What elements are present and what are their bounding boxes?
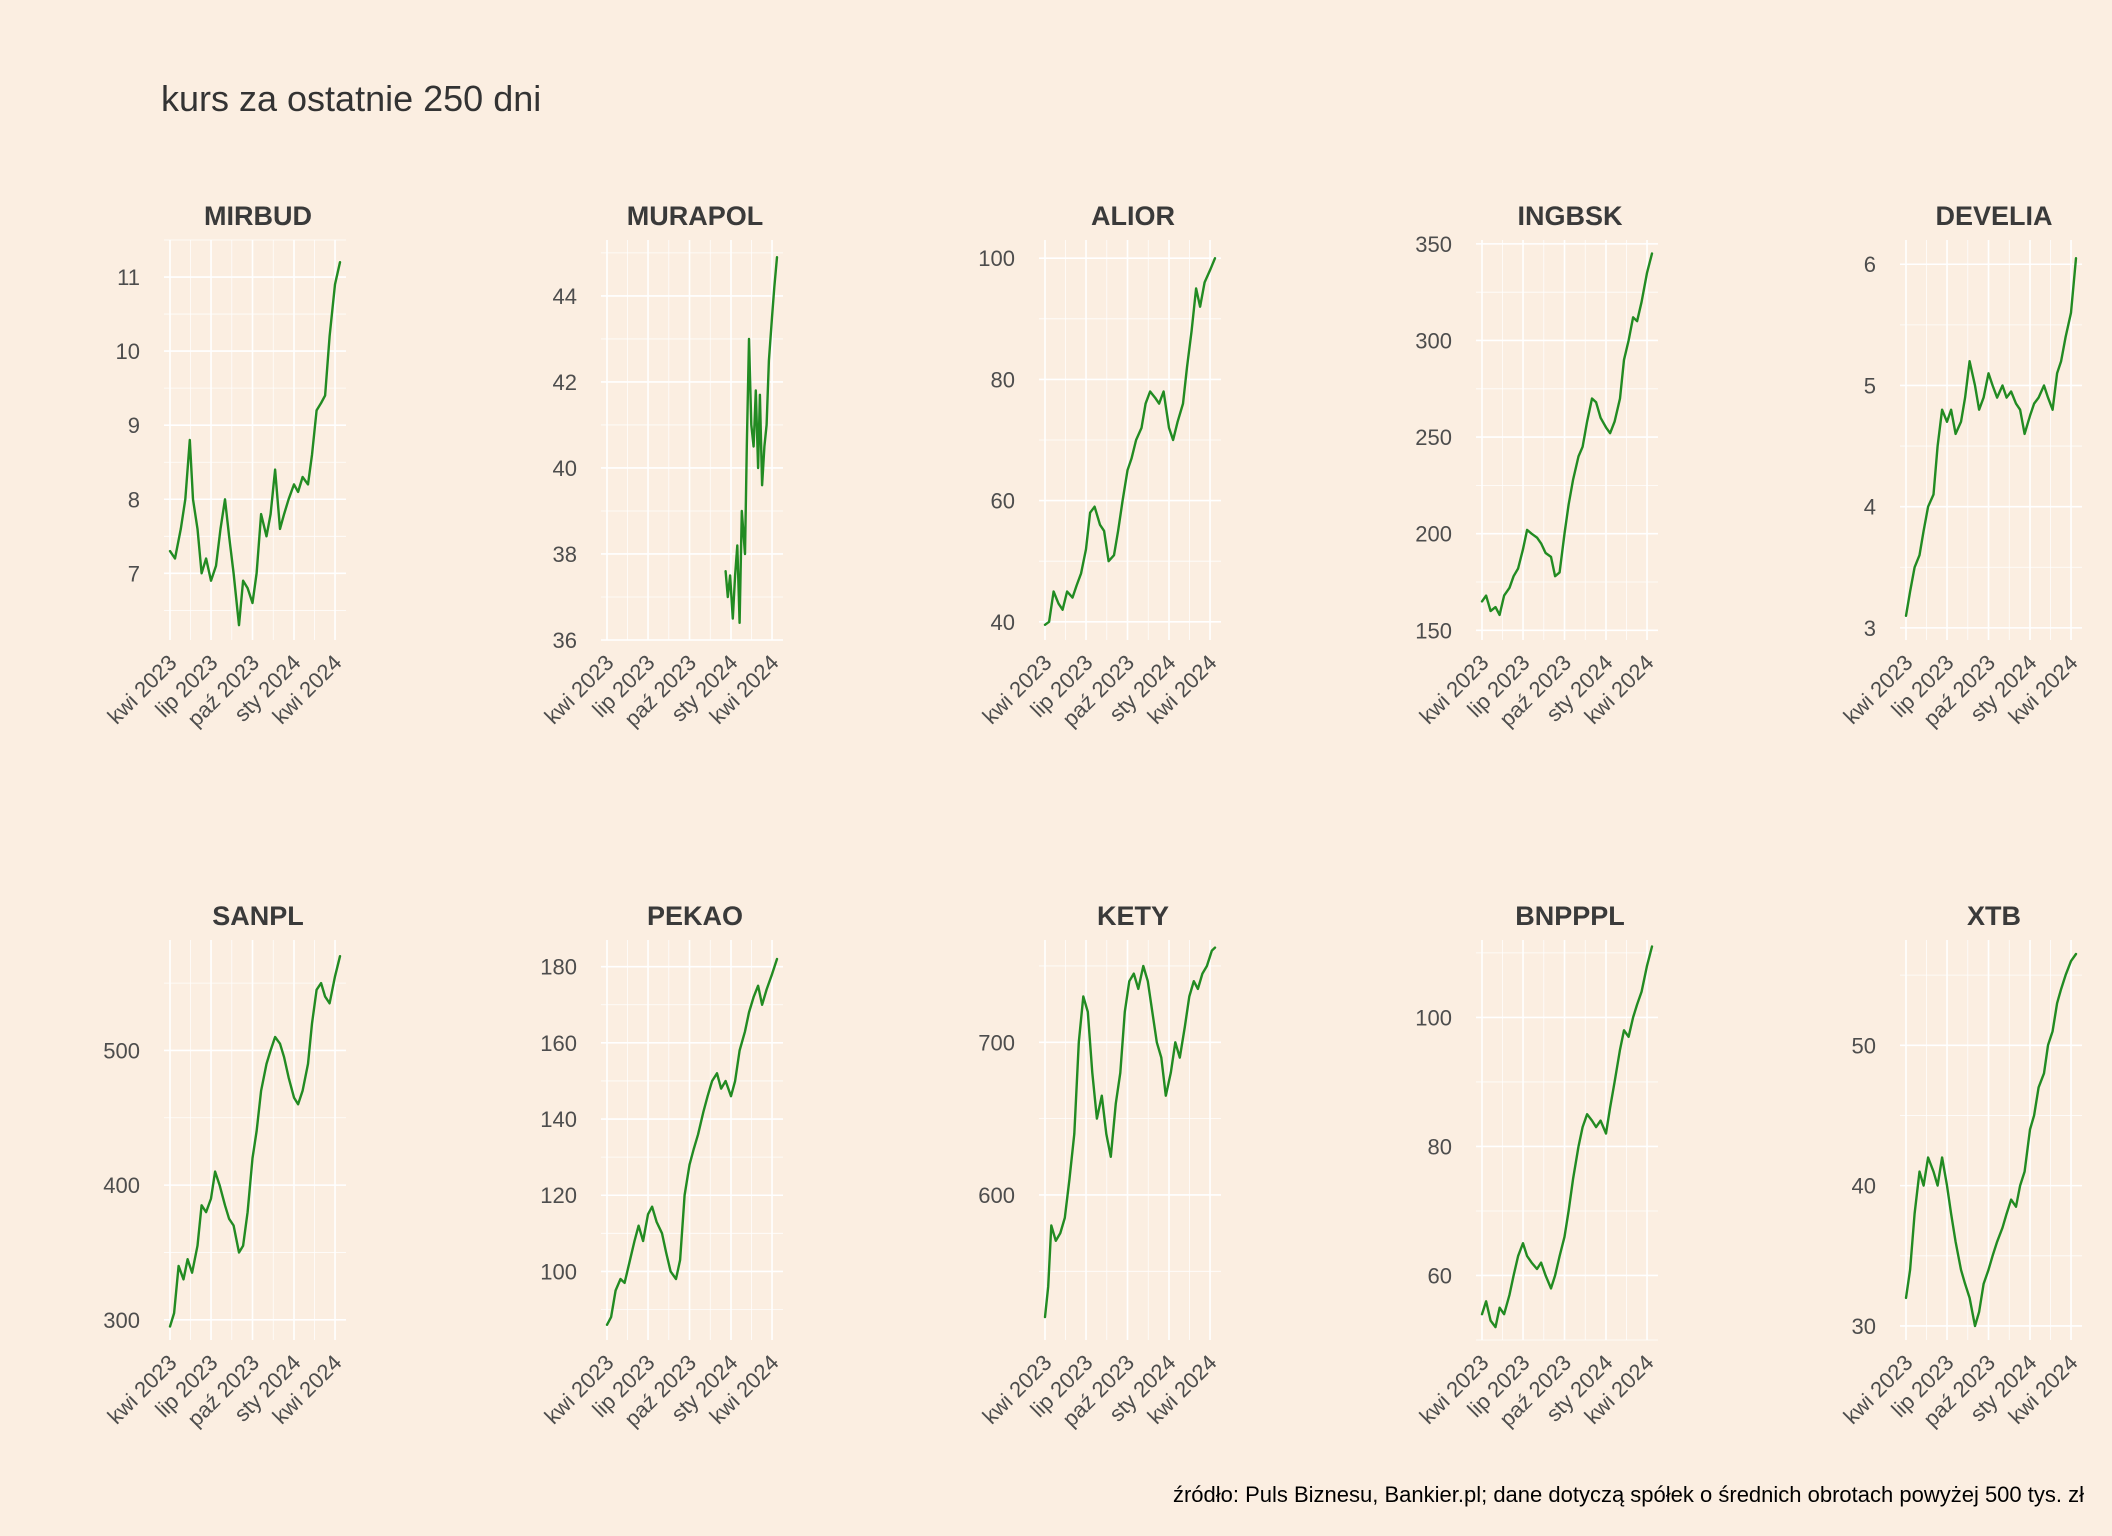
y-tick-label: 180: [540, 955, 577, 980]
y-tick-label: 400: [103, 1173, 140, 1198]
y-tick-label: 100: [540, 1259, 577, 1284]
y-tick-label: 10: [116, 339, 140, 364]
panel-title: MURAPOL: [627, 201, 764, 231]
y-tick-label: 60: [991, 489, 1015, 514]
y-tick-label: 3: [1864, 616, 1876, 641]
y-tick-label: 38: [553, 542, 577, 567]
price-line-develia: [1904, 257, 2078, 617]
y-tick-label: 6: [1864, 252, 1876, 277]
price-line-sanpl: [168, 955, 342, 1328]
price-line-kety: [1043, 946, 1217, 1319]
panel-title: XTB: [1967, 901, 2021, 931]
panel-title: KETY: [1097, 901, 1169, 931]
y-tick-label: 8: [128, 487, 140, 512]
price-line-mirbud: [168, 261, 342, 627]
y-tick-label: 150: [1415, 618, 1452, 643]
y-tick-label: 200: [1415, 522, 1452, 547]
y-tick-label: 44: [553, 284, 577, 309]
y-tick-label: 30: [1852, 1314, 1876, 1339]
panel-title: MIRBUD: [204, 201, 312, 231]
y-tick-label: 50: [1852, 1033, 1876, 1058]
panel-title: PEKAO: [647, 901, 743, 931]
y-tick-label: 11: [117, 265, 140, 290]
y-tick-label: 300: [1415, 328, 1452, 353]
y-tick-label: 120: [540, 1183, 577, 1208]
y-tick-label: 100: [978, 246, 1015, 271]
y-tick-label: 80: [1428, 1134, 1452, 1159]
y-tick-label: 140: [540, 1107, 577, 1132]
y-tick-label: 7: [128, 561, 140, 586]
panel-title: DEVELIA: [1935, 201, 2052, 231]
y-tick-label: 500: [103, 1038, 140, 1063]
y-tick-label: 40: [991, 610, 1015, 635]
y-tick-label: 350: [1415, 232, 1452, 257]
y-tick-label: 600: [978, 1183, 1015, 1208]
panel-title: BNPPPL: [1515, 901, 1625, 931]
y-tick-label: 9: [128, 413, 140, 438]
y-tick-label: 36: [553, 628, 577, 653]
y-tick-label: 700: [978, 1030, 1015, 1055]
chart-main-title: kurs za ostatnie 250 dni: [161, 78, 542, 119]
y-tick-label: 40: [553, 456, 577, 481]
y-tick-label: 250: [1415, 425, 1452, 450]
source-caption: źródło: Puls Biznesu, Bankier.pl; dane d…: [1172, 1482, 2084, 1507]
y-tick-label: 42: [553, 370, 577, 395]
price-line-alior: [1043, 257, 1217, 626]
price-line-pekao: [605, 957, 779, 1327]
y-tick-label: 160: [540, 1031, 577, 1056]
price-line-ingbsk: [1480, 252, 1654, 617]
y-tick-label: 60: [1428, 1263, 1452, 1288]
price-line-bnpppl: [1480, 945, 1654, 1329]
y-tick-label: 40: [1852, 1174, 1876, 1199]
y-tick-label: 5: [1864, 373, 1876, 398]
price-line-xtb: [1904, 952, 2078, 1328]
y-tick-label: 4: [1864, 495, 1876, 520]
y-tick-label: 300: [103, 1308, 140, 1333]
y-tick-label: 100: [1415, 1005, 1452, 1030]
price-line-murapol: [724, 256, 779, 624]
panel-title: SANPL: [212, 901, 304, 931]
panel-title: ALIOR: [1091, 201, 1175, 231]
y-tick-label: 80: [991, 367, 1015, 392]
panel-title: INGBSK: [1517, 201, 1623, 231]
